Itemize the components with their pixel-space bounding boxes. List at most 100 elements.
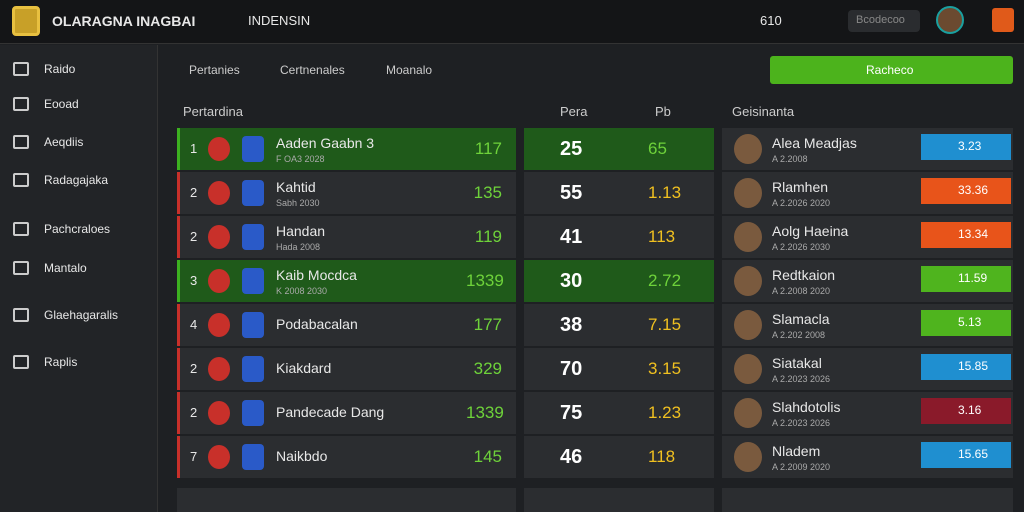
team-row bbox=[177, 304, 516, 346]
column-header: Pera bbox=[560, 104, 588, 119]
team-sub: Sabh 2030 bbox=[276, 198, 320, 208]
team-row bbox=[177, 216, 516, 258]
menu-item[interactable]: Radagajaka bbox=[44, 173, 109, 187]
team-score: 1339 bbox=[466, 271, 504, 290]
team-score: 1339 bbox=[466, 403, 504, 422]
menu-item[interactable]: Raplis bbox=[44, 355, 78, 369]
pera: 30 bbox=[560, 270, 583, 292]
team-score: 145 bbox=[473, 447, 502, 466]
pera: 55 bbox=[560, 182, 583, 204]
tab[interactable]: Moanalo bbox=[386, 63, 433, 77]
stat-row bbox=[524, 348, 714, 390]
menu-icon bbox=[13, 135, 29, 149]
menu-icon bbox=[13, 261, 29, 275]
stat-row bbox=[524, 216, 714, 258]
team-score: 135 bbox=[473, 183, 502, 202]
menu-item[interactable]: Eooad bbox=[44, 97, 79, 111]
tab[interactable]: Pertanies bbox=[189, 63, 240, 77]
pb: 118 bbox=[648, 447, 676, 466]
empty-row bbox=[177, 488, 516, 512]
rating: 15.65 bbox=[958, 447, 989, 461]
player-name: Redtkaion bbox=[772, 267, 836, 283]
avatar[interactable] bbox=[936, 6, 964, 34]
player-sub: A 2.2023 2026 bbox=[772, 374, 831, 384]
player-name: Slamacla bbox=[772, 311, 830, 327]
rank: 7 bbox=[190, 449, 198, 464]
player-avatar bbox=[734, 310, 762, 340]
pera: 38 bbox=[560, 314, 583, 336]
team-crest bbox=[208, 313, 230, 337]
team-name: Handan bbox=[276, 223, 326, 239]
team-row bbox=[177, 436, 516, 478]
team-score: 329 bbox=[473, 359, 502, 378]
count: 610 bbox=[760, 13, 782, 28]
team-row bbox=[177, 392, 516, 434]
menu-item[interactable]: Mantalo bbox=[44, 261, 87, 275]
menu-icon bbox=[13, 97, 29, 111]
player-name: Nladem bbox=[772, 443, 821, 459]
team-crest bbox=[208, 225, 230, 249]
app-title: OLARAGNA INAGBAI bbox=[52, 13, 196, 29]
rank: 4 bbox=[190, 317, 198, 332]
stat-row bbox=[524, 260, 714, 302]
team-row bbox=[177, 348, 516, 390]
pera: 70 bbox=[560, 358, 583, 380]
player-sub: A 2.2026 2020 bbox=[772, 198, 831, 208]
search-placeholder[interactable]: Bcodecoo bbox=[856, 14, 905, 26]
menu-item[interactable]: Glaehagaralis bbox=[44, 308, 119, 322]
team-score: 117 bbox=[474, 139, 502, 158]
menu-item[interactable]: Pachcraloes bbox=[44, 222, 111, 236]
team-crest bbox=[242, 268, 264, 294]
action-button[interactable] bbox=[770, 56, 1013, 84]
menu-item[interactable]: Raido bbox=[44, 62, 76, 76]
column-header: Pb bbox=[655, 104, 671, 119]
player-sub: A 2.2026 2030 bbox=[772, 242, 831, 252]
search-label: INDENSIN bbox=[248, 13, 311, 28]
pera: 41 bbox=[560, 226, 583, 248]
rank: 1 bbox=[190, 141, 198, 156]
menu-icon bbox=[13, 173, 29, 187]
team-row bbox=[177, 128, 516, 170]
rating-badge bbox=[921, 354, 1011, 380]
team-crest bbox=[208, 401, 230, 425]
column-header: Geisinanta bbox=[732, 104, 795, 119]
player-name: Siatakal bbox=[772, 355, 822, 371]
team-row bbox=[177, 260, 516, 302]
team-crest bbox=[208, 269, 230, 293]
pb: 7.15 bbox=[648, 315, 682, 334]
rating-badge bbox=[921, 442, 1011, 468]
team-crest bbox=[242, 444, 264, 470]
player-sub: A 2.202 2008 bbox=[772, 330, 826, 340]
team-name: Podabacalan bbox=[276, 316, 358, 332]
team-name: Aaden Gaabn 3 bbox=[276, 135, 375, 151]
logo bbox=[12, 6, 40, 36]
rating-badge bbox=[921, 310, 1011, 336]
column-header: Pertardina bbox=[183, 104, 243, 119]
team-name: Kiakdard bbox=[276, 360, 332, 376]
menu-icon bbox=[13, 355, 29, 369]
team-crest bbox=[208, 445, 230, 469]
menu-icon bbox=[13, 308, 29, 322]
player-sub: A 2.2008 2020 bbox=[772, 286, 831, 296]
tab[interactable]: Certnenales bbox=[280, 63, 345, 77]
rating-badge bbox=[921, 222, 1011, 248]
action-button-label[interactable]: Racheco bbox=[866, 63, 914, 77]
sidebar bbox=[0, 45, 158, 512]
team-crest bbox=[208, 357, 230, 381]
team-crest bbox=[242, 224, 264, 250]
rating-badge bbox=[921, 266, 1011, 292]
pera: 46 bbox=[560, 446, 583, 468]
menu-item[interactable]: Aeqdiis bbox=[44, 135, 84, 149]
stat-row bbox=[524, 304, 714, 346]
team-sub: F OA3 2028 bbox=[276, 154, 325, 164]
team-row bbox=[177, 172, 516, 214]
rating: 15.85 bbox=[958, 359, 989, 373]
player-name: Rlamhen bbox=[772, 179, 829, 195]
flag bbox=[992, 8, 1014, 32]
team-score: 177 bbox=[473, 315, 502, 334]
rating: 3.16 bbox=[958, 403, 982, 417]
empty-row bbox=[722, 488, 1013, 512]
search-input[interactable] bbox=[848, 10, 920, 32]
team-score: 119 bbox=[474, 227, 502, 246]
